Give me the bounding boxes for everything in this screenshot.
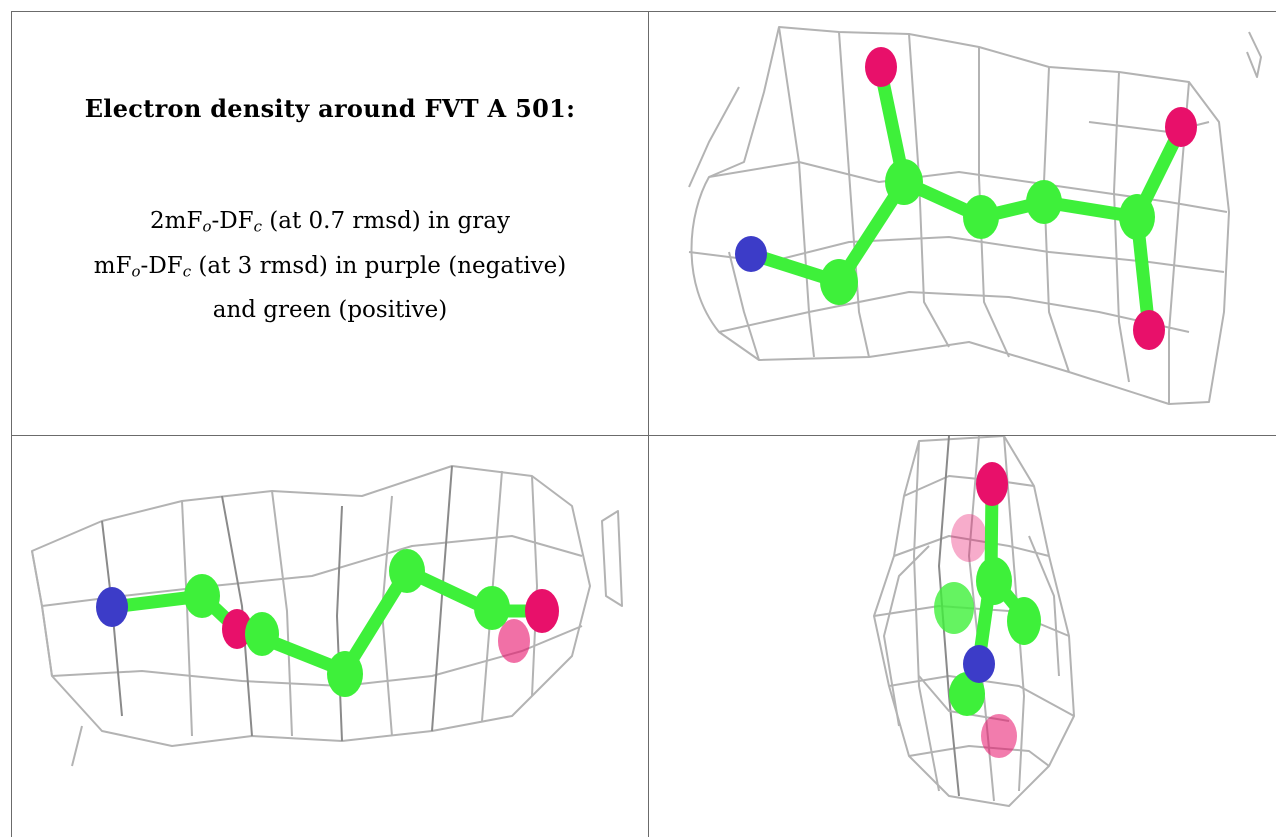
carbon-atom [885,159,923,205]
density-view-2 [31,465,623,767]
carbon-atom [949,672,985,716]
oxygen-atom [1133,310,1165,350]
oxygen-atom [865,47,897,87]
carbon-atom [1119,194,1155,240]
nitrogen-atom [96,587,128,627]
carbon-atom [327,651,363,697]
carbon-atom [1007,597,1041,645]
border-left [11,11,12,837]
caption-cell: Electron density around FVT A 501: 2mFo-… [12,12,648,435]
divider-vertical [648,11,649,837]
oxygen-atom [498,619,530,663]
carbon-atom [963,195,999,239]
carbon-atom [474,586,510,630]
molecule [934,462,1041,758]
legend-text: 2mFo-DFc (at 0.7 rmsd) in gray mFo-DFc (… [12,202,648,330]
legend-line-green: and green (positive) [212,297,448,324]
oxygen-atom [976,462,1008,506]
carbon-atom [934,582,974,634]
carbon-atom [1026,180,1062,224]
molecule [96,549,559,697]
carbon-atom [245,612,279,656]
border-top [12,11,1276,12]
legend-line-2mfo: 2mFo-DFc (at 0.7 rmsd) in gray [150,208,510,236]
oxygen-atom-faded [981,714,1017,758]
molecule [735,47,1197,350]
divider-horizontal [12,435,1276,436]
view-top-right [649,12,1276,435]
density-mesh [873,436,1075,807]
carbon-atom [976,557,1012,605]
view-bottom-left [12,436,648,837]
density-view-3 [873,436,1075,807]
oxygen-atom [1165,107,1197,147]
figure-title: Electron density around FVT A 501: [84,94,576,123]
carbon-atom [184,574,220,618]
legend-line-mfo: mFo-DFc (at 3 rmsd) in purple (negative) [93,252,567,281]
carbon-atom [389,549,425,593]
density-view-1 [688,26,1262,405]
oxygen-atom-faded [951,514,987,562]
view-bottom-right [649,436,1276,837]
nitrogen-atom [963,645,995,683]
oxygen-atom [525,589,559,633]
oxygen-atom [222,609,252,649]
carbon-atom [820,259,858,305]
nitrogen-atom [735,236,767,272]
